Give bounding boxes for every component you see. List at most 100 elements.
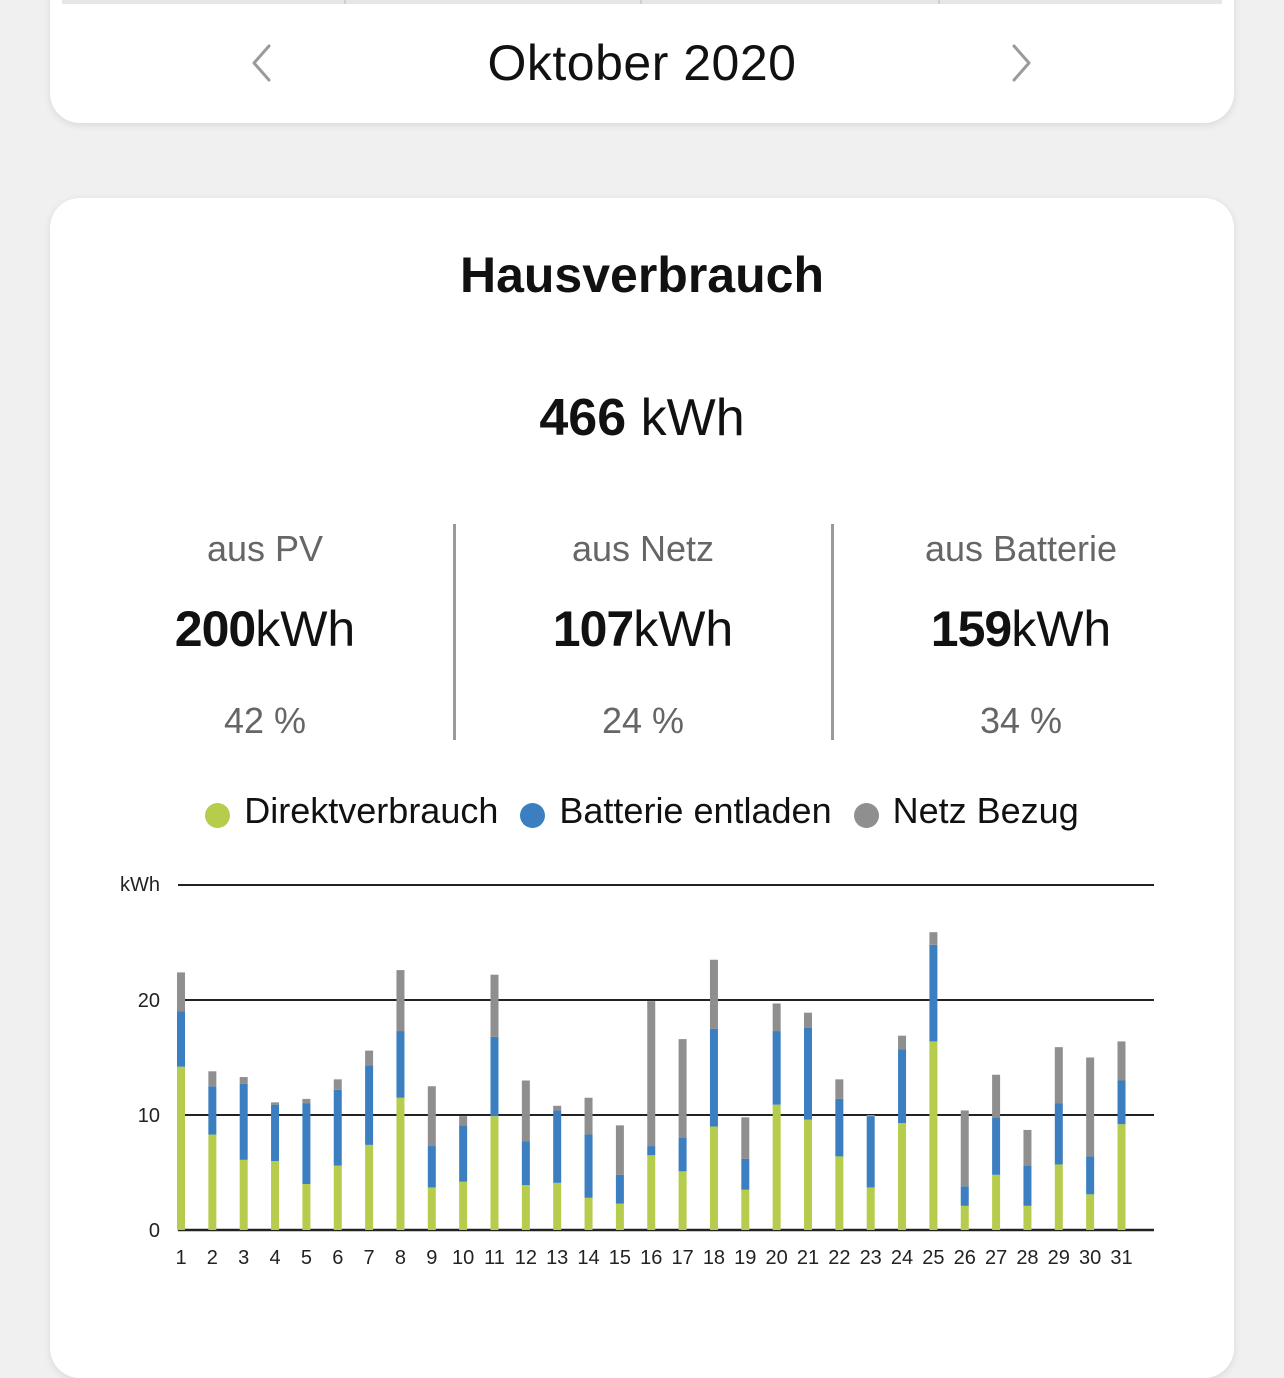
stat-divider <box>831 524 834 740</box>
x-tick-label: 10 <box>452 1247 474 1269</box>
bar-segment-netz <box>427 1086 436 1147</box>
bar-segment-direkt <box>271 1161 280 1230</box>
bar-segment-direkt <box>1086 1194 1095 1230</box>
x-tick-label: 18 <box>703 1247 725 1269</box>
x-tick-label: 5 <box>301 1247 312 1269</box>
y-axis-label: kWh <box>120 874 160 896</box>
bar-segment-netz <box>177 972 185 1012</box>
bar-segment-netz <box>1117 1041 1126 1081</box>
x-tick-label: 15 <box>609 1247 631 1269</box>
total-value: 466 <box>539 389 627 447</box>
bar-segment-netz <box>898 1035 907 1050</box>
bar-segment-direkt <box>647 1155 656 1230</box>
x-tick-label: 14 <box>577 1247 599 1269</box>
chevron-right-icon <box>1012 44 1031 82</box>
stat-unit: kWh <box>255 601 356 657</box>
stat-percent: 24 % <box>601 700 685 741</box>
x-tick-label: 28 <box>1016 1247 1038 1269</box>
x-tick-label: 22 <box>828 1247 850 1269</box>
bar-segment-direkt <box>866 1187 875 1230</box>
bar-segment-netz <box>396 970 405 1032</box>
bar-segment-batterie <box>929 944 938 1042</box>
next-month-button[interactable] <box>995 36 1045 90</box>
source-stats: aus PV 200kWh 42 % aus Netz 107kWh 24 % … <box>50 524 1234 744</box>
bar-segment-direkt <box>929 1041 938 1230</box>
bar-segment-netz <box>866 1115 875 1117</box>
x-tick-label: 30 <box>1079 1247 1101 1269</box>
bar-segment-netz <box>333 1079 342 1090</box>
bar-segment-netz <box>741 1117 750 1159</box>
bar-segment-batterie <box>459 1125 468 1182</box>
bar-segment-batterie <box>208 1086 217 1135</box>
legend-label: Netz Bezug <box>892 790 1079 831</box>
stat-value: 159kWh <box>832 600 1210 658</box>
stat-number: 107 <box>552 601 634 657</box>
legend-dot-netz <box>853 802 879 828</box>
bar-segment-netz <box>208 1071 217 1087</box>
legend-dot-batterie <box>520 802 546 828</box>
x-tick-label: 25 <box>922 1247 944 1269</box>
stat-number: 200 <box>174 601 256 657</box>
bar-segment-batterie <box>835 1098 844 1157</box>
segment-divider <box>62 0 1222 4</box>
legend-item-netz-bezug[interactable]: Netz Bezug <box>853 790 1079 832</box>
bar-segment-netz <box>271 1102 280 1105</box>
bar-segment-batterie <box>741 1158 750 1190</box>
stat-percent: 42 % <box>223 700 307 741</box>
x-tick-label: 7 <box>364 1247 375 1269</box>
bar-segment-batterie <box>1117 1080 1126 1125</box>
bar-segment-direkt <box>772 1104 781 1230</box>
month-card: Oktober 2020 <box>50 0 1234 123</box>
stat-label: aus Batterie <box>924 528 1118 569</box>
bar-segment-batterie <box>1086 1156 1095 1195</box>
bar-segment-direkt <box>678 1171 687 1230</box>
bar-segment-batterie <box>615 1174 624 1204</box>
x-tick-label: 23 <box>860 1247 882 1269</box>
legend-item-batterie-entladen[interactable]: Batterie entladen <box>520 790 832 832</box>
bar-segment-netz <box>1086 1057 1095 1157</box>
bar-segment-netz <box>804 1012 812 1028</box>
bar-segment-direkt <box>553 1182 562 1230</box>
x-tick-label: 31 <box>1110 1247 1132 1269</box>
bar-segment-batterie <box>239 1083 248 1160</box>
bar-segment-direkt <box>333 1165 342 1230</box>
bar-segment-direkt <box>615 1203 624 1230</box>
total-unit: kWh <box>640 389 745 447</box>
x-tick-label: 12 <box>515 1247 537 1269</box>
bar-segment-batterie <box>553 1110 562 1183</box>
bar-segment-direkt <box>177 1066 185 1230</box>
bar-segment-batterie <box>647 1146 656 1156</box>
bar-segment-direkt <box>992 1174 1001 1230</box>
bar-segment-batterie <box>709 1028 718 1127</box>
stat-unit: kWh <box>633 601 734 657</box>
previous-month-button[interactable] <box>238 36 288 90</box>
bar-segment-netz <box>929 932 938 945</box>
section-title: Hausverbrauch <box>459 247 825 303</box>
bar-segment-batterie <box>804 1027 812 1120</box>
chart-legend: Direktverbrauch Batterie entladen Netz B… <box>50 790 1234 832</box>
bar-segment-netz <box>1023 1129 1032 1166</box>
bar-segment-batterie <box>866 1116 875 1188</box>
bar-segment-batterie <box>490 1036 499 1117</box>
bar-segment-batterie <box>678 1138 687 1172</box>
bar-segment-batterie <box>1023 1165 1032 1206</box>
bar-segment-direkt <box>835 1156 844 1230</box>
x-tick-label: 2 <box>207 1247 218 1269</box>
bar-segment-batterie <box>584 1134 593 1198</box>
bar-segment-direkt <box>709 1126 718 1230</box>
bar-segment-direkt <box>396 1097 405 1230</box>
legend-item-direktverbrauch[interactable]: Direktverbrauch <box>205 790 498 832</box>
month-title: Oktober 2020 <box>487 35 797 91</box>
bar-segment-direkt <box>804 1119 812 1230</box>
bar-segment-netz <box>615 1125 624 1175</box>
bar-segment-netz <box>1054 1047 1063 1104</box>
bar-segment-direkt <box>459 1181 468 1230</box>
bar-segment-direkt <box>898 1123 907 1230</box>
bar-segment-netz <box>772 1003 781 1032</box>
bar-segment-batterie <box>365 1065 374 1145</box>
bar-segment-direkt <box>1117 1124 1126 1230</box>
consumption-card: Hausverbrauch 466 kWh aus PV 200kWh 42 %… <box>50 198 1234 1378</box>
bar-segment-direkt <box>239 1159 248 1230</box>
bar-segment-batterie <box>898 1049 907 1124</box>
